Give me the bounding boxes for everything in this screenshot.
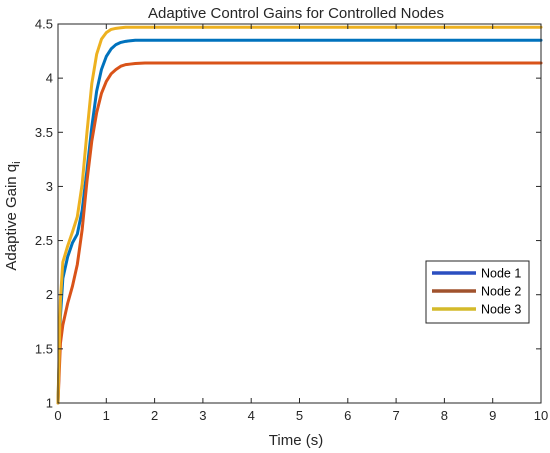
x-axis-label: Time (s) [269,432,323,449]
legend-label-node-2: Node 2 [481,285,521,299]
x-tick-label: 0 [54,408,61,423]
y-tick-label: 4 [46,71,53,86]
y-tick-label: 1.5 [35,341,53,356]
y-axis-label-subscript: i [11,161,23,163]
x-tick-label: 2 [151,408,158,423]
x-tick-label: 5 [296,408,303,423]
series-line-node-1 [56,38,543,405]
legend-label-node-3: Node 3 [481,303,521,317]
y-axis-label: Adaptive Gain qi [3,161,23,270]
y-tick-label: 3.5 [35,125,53,140]
chart-title: Adaptive Control Gains for Controlled No… [148,5,444,22]
x-tick-label: 3 [199,408,206,423]
series-group [56,25,543,405]
legend-label-node-1: Node 1 [481,267,521,281]
x-tick-label: 7 [392,408,399,423]
legend: Node 1 Node 2 Node 3 [425,260,530,324]
plot-background [58,24,541,403]
y-tick-label: 4.5 [35,17,53,32]
series-line-node-2 [56,61,543,405]
x-tick-label: 6 [344,408,351,423]
x-tick-label: 4 [248,408,255,423]
x-tick-label: 9 [489,408,496,423]
x-tick-label: 8 [441,408,448,423]
y-tick-label: 1 [46,396,53,411]
y-tick-label: 2.5 [35,233,53,248]
y-axis-label-main: Adaptive Gain q [3,164,20,271]
x-tick-label: 1 [103,408,110,423]
y-tick-label: 2 [46,287,53,302]
plot-area [58,24,541,403]
series-line-node-3 [56,25,543,405]
x-tick-label: 10 [534,408,548,423]
y-tick-label: 3 [46,179,53,194]
